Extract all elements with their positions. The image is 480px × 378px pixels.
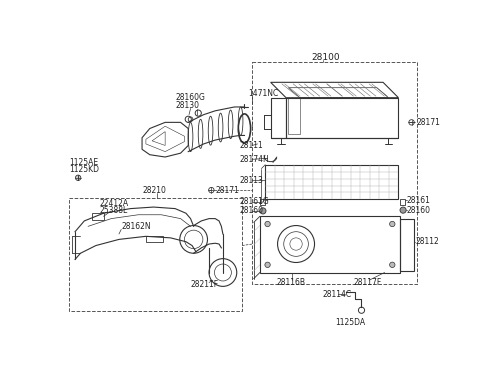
Text: 28111: 28111 — [240, 141, 264, 150]
Text: 28211F: 28211F — [191, 280, 219, 288]
Text: 28162N: 28162N — [121, 222, 151, 231]
Text: 28130: 28130 — [175, 101, 199, 110]
Text: 28161: 28161 — [407, 196, 431, 204]
Text: 28117F: 28117F — [354, 278, 382, 287]
Bar — [400, 218, 414, 271]
Text: 25388L: 25388L — [100, 206, 128, 215]
Text: 22412A: 22412A — [100, 199, 129, 208]
Circle shape — [75, 175, 81, 181]
Text: 28112: 28112 — [415, 237, 439, 246]
Text: 28113: 28113 — [240, 176, 264, 184]
Text: 28116B: 28116B — [277, 278, 306, 287]
Text: 1125AE: 1125AE — [69, 158, 98, 167]
Circle shape — [390, 262, 395, 268]
Bar — [265, 165, 398, 199]
Text: 28210: 28210 — [142, 186, 166, 195]
Text: 28160G: 28160G — [175, 93, 205, 102]
Circle shape — [400, 207, 406, 213]
Text: 28171: 28171 — [215, 186, 239, 195]
Text: 28171: 28171 — [416, 118, 440, 127]
Circle shape — [390, 221, 395, 227]
Circle shape — [260, 208, 266, 214]
Text: 28160: 28160 — [407, 206, 431, 215]
Text: 1125DA: 1125DA — [335, 318, 365, 327]
Text: 28174H: 28174H — [240, 155, 270, 164]
Text: 28100: 28100 — [312, 53, 340, 62]
Bar — [252, 62, 417, 284]
Bar — [69, 198, 242, 311]
Text: 1125KD: 1125KD — [69, 165, 99, 174]
Circle shape — [265, 221, 270, 227]
Bar — [260, 216, 400, 273]
Circle shape — [265, 262, 270, 268]
Text: 28161G: 28161G — [240, 197, 270, 206]
Text: 28160: 28160 — [240, 206, 264, 215]
Text: 1471NC: 1471NC — [248, 88, 278, 98]
Text: 28114C: 28114C — [323, 290, 352, 299]
